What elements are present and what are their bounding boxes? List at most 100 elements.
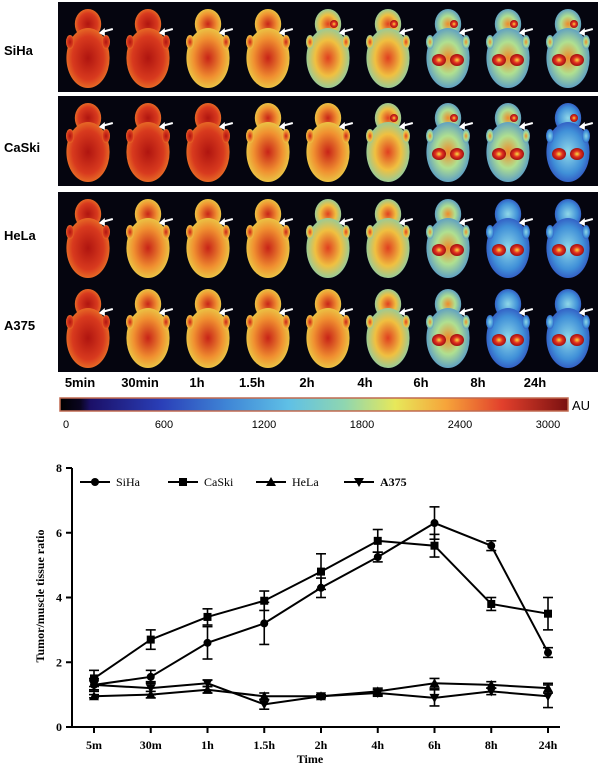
mouse-image bbox=[186, 199, 234, 278]
x-tick-label: 2h bbox=[315, 738, 328, 752]
mouse-forelimb bbox=[426, 225, 434, 239]
mouse-forelimb bbox=[462, 129, 470, 143]
legend-marker bbox=[266, 477, 276, 486]
data-point bbox=[429, 693, 440, 703]
kidney-signal bbox=[552, 244, 566, 256]
tumor-signal bbox=[450, 20, 458, 28]
tumor-signal bbox=[390, 114, 398, 122]
kidney-signal bbox=[570, 334, 584, 346]
tumor-signal bbox=[330, 20, 338, 28]
data-point bbox=[146, 672, 155, 681]
mouse-body bbox=[186, 308, 230, 368]
mouse-forelimb bbox=[246, 35, 254, 49]
mouse-forelimb bbox=[462, 35, 470, 49]
mouse-forelimb bbox=[186, 315, 194, 329]
mouse-image bbox=[246, 199, 294, 278]
mouse-image bbox=[126, 199, 174, 278]
colorbar-tick-0: 0 bbox=[63, 419, 69, 431]
tumor-arrowhead-icon bbox=[278, 218, 285, 226]
colorbar-unit: AU bbox=[572, 398, 590, 413]
x-tick-label: 8h bbox=[485, 738, 498, 752]
mouse-body bbox=[126, 28, 170, 88]
data-point bbox=[145, 684, 156, 694]
mouse-body bbox=[66, 122, 110, 182]
data-point bbox=[316, 692, 326, 702]
data-point bbox=[146, 635, 155, 644]
mouse-forelimb bbox=[246, 129, 254, 143]
mouse-forelimb bbox=[522, 129, 530, 143]
mouse-forelimb bbox=[546, 315, 554, 329]
mouse-forelimb bbox=[282, 315, 290, 329]
mouse-body bbox=[306, 28, 350, 88]
mouse-forelimb bbox=[342, 129, 350, 143]
mouse-body bbox=[186, 218, 230, 278]
mouse-forelimb bbox=[282, 129, 290, 143]
mouse-forelimb bbox=[426, 129, 434, 143]
colorbar-gradient bbox=[59, 397, 569, 412]
mouse-forelimb bbox=[102, 35, 110, 49]
colorbar-tick-600: 600 bbox=[155, 419, 173, 431]
tumor-arrowhead-icon bbox=[518, 308, 525, 316]
y-tick-label: 0 bbox=[56, 720, 62, 734]
tumor-arrowhead-icon bbox=[158, 28, 165, 36]
time-label-1-5h: 1.5h bbox=[239, 375, 265, 390]
legend-label: SiHa bbox=[116, 475, 141, 489]
mouse-body bbox=[306, 308, 350, 368]
time-label-2h: 2h bbox=[299, 375, 314, 390]
tumor-arrowhead-icon bbox=[98, 218, 105, 226]
tumor-arrowhead-icon bbox=[278, 28, 285, 36]
mouse-forelimb bbox=[582, 129, 590, 143]
x-tick-label: 30m bbox=[140, 738, 162, 752]
mouse-body bbox=[66, 28, 110, 88]
mouse-body bbox=[246, 122, 290, 182]
tumor-arrowhead-icon bbox=[398, 218, 405, 226]
mouse-image bbox=[426, 103, 474, 182]
series-siha bbox=[89, 506, 553, 693]
data-point bbox=[259, 700, 270, 710]
series-line bbox=[93, 521, 549, 686]
mouse-forelimb bbox=[126, 129, 134, 143]
mouse-image bbox=[246, 9, 294, 88]
mouse-forelimb bbox=[426, 35, 434, 49]
mouse-forelimb bbox=[102, 315, 110, 329]
tumor-arrowhead-icon bbox=[578, 28, 585, 36]
tumor-signal bbox=[510, 20, 518, 28]
tumor-arrowhead-icon bbox=[458, 122, 465, 130]
tumor-arrowhead-icon bbox=[158, 122, 165, 130]
data-point bbox=[487, 599, 496, 608]
data-point bbox=[486, 687, 497, 697]
mouse-body bbox=[426, 218, 470, 278]
kidney-signal bbox=[570, 148, 584, 160]
kidney-signal bbox=[492, 334, 506, 346]
mouse-image bbox=[486, 289, 534, 368]
kidney-signal bbox=[492, 244, 506, 256]
data-point bbox=[486, 679, 497, 689]
tumor-arrowhead-icon bbox=[278, 308, 285, 316]
tumor-arrowhead-icon bbox=[98, 308, 105, 316]
data-point bbox=[202, 684, 213, 694]
mouse-forelimb bbox=[366, 35, 374, 49]
data-point bbox=[203, 612, 212, 621]
x-tick-label: 4h bbox=[371, 738, 384, 752]
tumor-arrowhead-icon bbox=[158, 218, 165, 226]
data-point bbox=[544, 609, 552, 618]
mouse-forelimb bbox=[162, 225, 170, 239]
mouse-image bbox=[306, 103, 354, 182]
mouse-forelimb bbox=[162, 129, 170, 143]
mouse-image bbox=[366, 9, 414, 88]
series-caski bbox=[89, 528, 553, 688]
mouse-body bbox=[546, 218, 590, 278]
mouse-body bbox=[306, 122, 350, 182]
colorbar-tick-1200: 1200 bbox=[252, 419, 276, 431]
tumor-arrowhead-icon bbox=[458, 218, 465, 226]
mouse-body bbox=[66, 218, 110, 278]
mouse-body bbox=[246, 308, 290, 368]
mouse-forelimb bbox=[366, 315, 374, 329]
mouse-image bbox=[546, 199, 594, 278]
mouse-image bbox=[246, 103, 294, 182]
mouse-image bbox=[426, 199, 474, 278]
tumor-arrowhead-icon bbox=[218, 308, 225, 316]
mouse-forelimb bbox=[282, 35, 290, 49]
tumor-arrowhead-icon bbox=[398, 122, 405, 130]
mouse-image bbox=[306, 289, 354, 368]
